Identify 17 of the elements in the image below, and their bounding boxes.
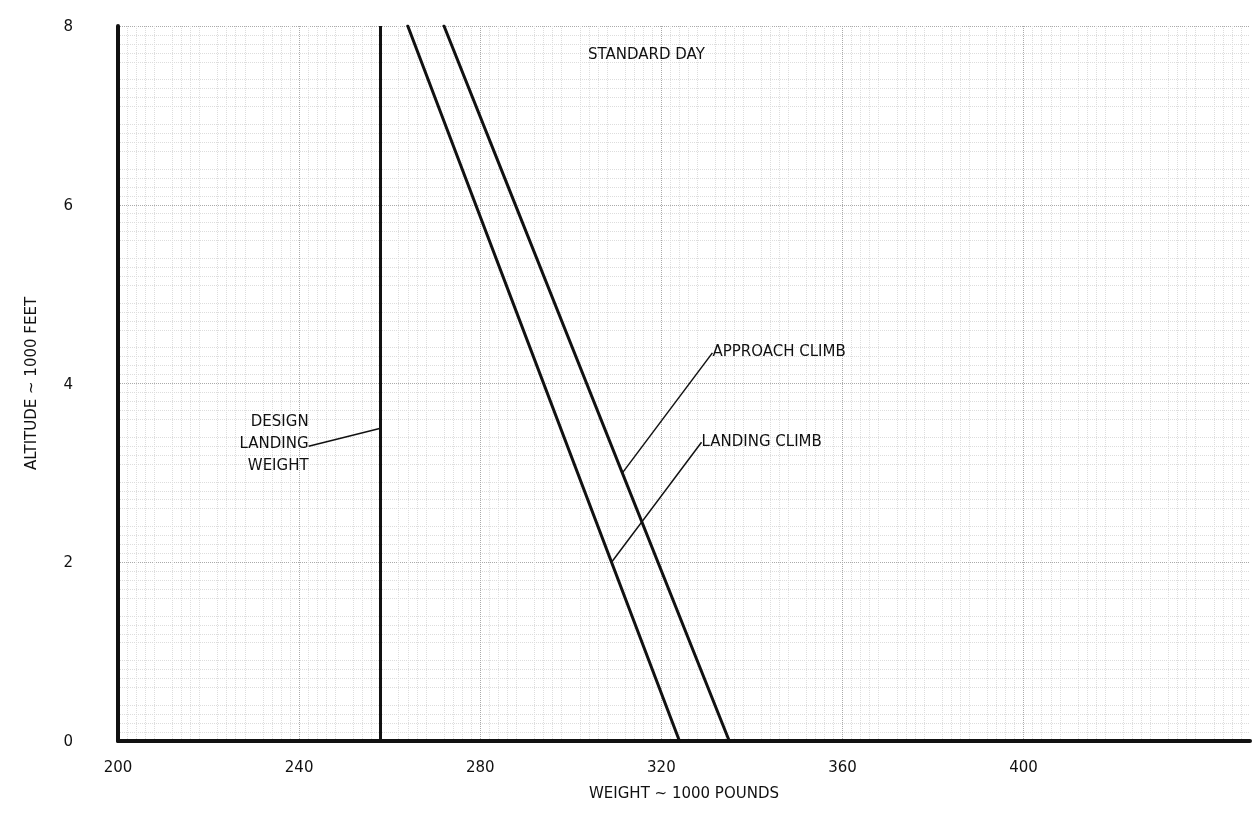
- x-tick-label: 400: [1009, 757, 1038, 776]
- y-tick-label: 6: [63, 195, 73, 214]
- annotation: STANDARD DAY: [588, 44, 706, 63]
- y-tick-label: 0: [63, 732, 73, 750]
- x-tick-label: 200: [103, 757, 133, 776]
- x-tick-label: 360: [828, 757, 857, 776]
- y-tick-label: 8: [63, 17, 73, 35]
- x-tick-label: 240: [284, 757, 314, 776]
- x-tick-label: 280: [465, 757, 495, 776]
- y-tick-label: 2: [63, 553, 73, 572]
- x-axis-title: WEIGHT ~ 1000 POUNDS: [589, 783, 779, 802]
- y-tick-label: 4: [63, 374, 73, 393]
- y-axis-title: ALTITUDE ~ 1000 FEET: [21, 296, 40, 471]
- x-tick-label: 320: [647, 757, 676, 776]
- annotation: APPROACH CLIMB: [712, 342, 846, 361]
- annotation: LANDING CLIMB: [701, 431, 822, 450]
- annotation: DESIGN LANDING WEIGHT: [239, 412, 310, 475]
